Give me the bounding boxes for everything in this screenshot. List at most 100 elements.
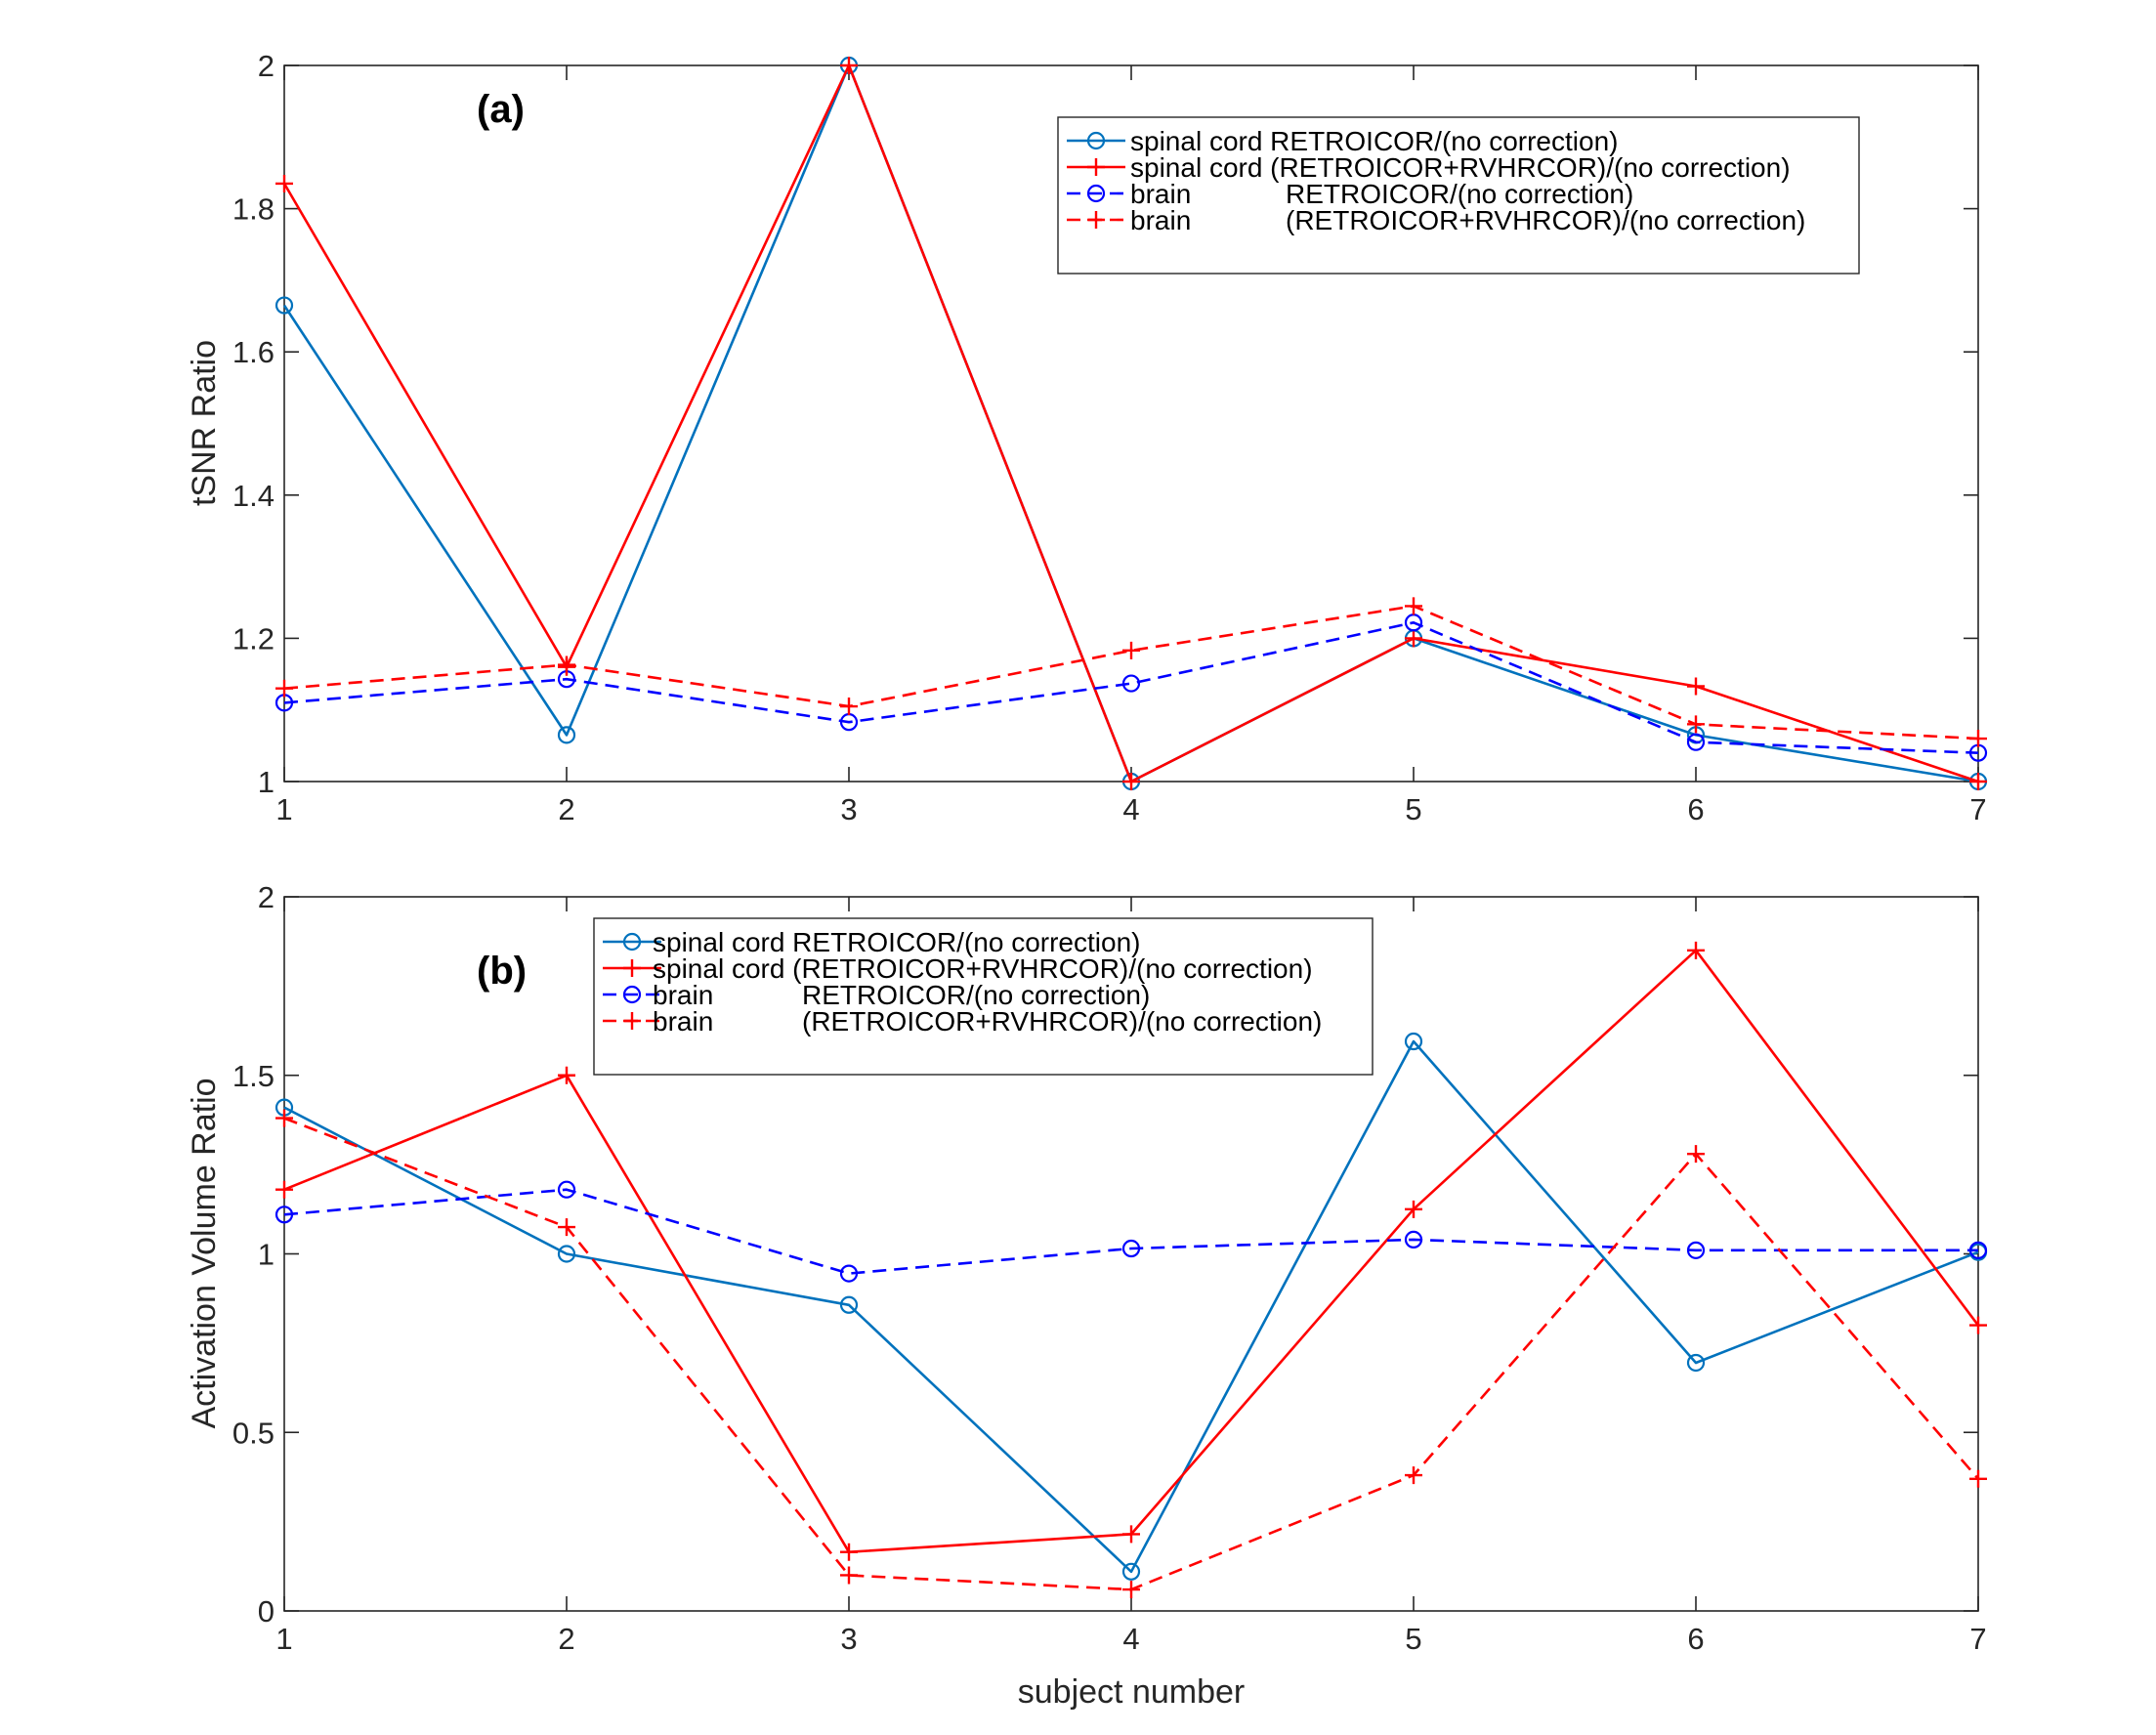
- panel-a-x-ticks: 1 2 3 4 5 6 7: [275, 65, 1987, 826]
- panel-a-series-2-point: [840, 57, 858, 74]
- panel-b-legend-box: [593, 917, 1374, 1076]
- panel-a-series-1-point: [275, 296, 294, 315]
- panel-b-series-1-point: [1404, 1032, 1423, 1051]
- panel-a-series-3-line: [283, 621, 1979, 754]
- panel-b-xtick-label: 4: [1122, 1622, 1139, 1656]
- panel-b-series-3-point: [1404, 1230, 1423, 1248]
- panel-b-ytick-label: 1.5: [233, 1059, 275, 1093]
- panel-b-series-1-point: [557, 1245, 576, 1263]
- panel-b-series-4-point: [1405, 1466, 1422, 1485]
- panel-b-legend-label-1: spinal cord RETROICOR/(no correction): [653, 927, 1140, 957]
- panel-a-xtick-label: 2: [558, 792, 574, 826]
- panel-a-ytick-label: 1.6: [233, 335, 275, 369]
- panel-a-series-3-point: [1121, 674, 1141, 693]
- panel-a-series-2-point: [1405, 629, 1422, 648]
- panel-b-series-3-line: [283, 1188, 1978, 1275]
- panel-b-series-1-point: [1686, 1353, 1706, 1373]
- panel-a-legend-marker-2: [1087, 158, 1105, 176]
- panel-b-series-3-point: [1968, 1241, 1988, 1259]
- panel-a: 1 1.2 1.4 1.6 1.8 2 1 2 3 4 5 6 7 (a) tSNR Ratio sp…: [186, 49, 1988, 826]
- panel-b-xtick-label: 3: [840, 1622, 857, 1656]
- panel-a-series-2-point: [1969, 773, 1987, 790]
- panel-b-series: [275, 941, 1988, 1599]
- panel-a-legend-label-3: brain: [1130, 179, 1191, 209]
- panel-b-label: (b): [477, 950, 527, 993]
- panel-b-x-axis-label: subject number: [1018, 1673, 1245, 1711]
- panel-a-xtick-label: 1: [275, 792, 292, 826]
- panel-a-series-4-point: [840, 698, 858, 716]
- panel-b-legend-marker-3: [622, 985, 642, 1004]
- panel-b-series-2-point: [1405, 1200, 1422, 1218]
- panel-a-series: [275, 56, 1988, 791]
- panel-a-ytick-label: 1.4: [233, 479, 275, 513]
- panel-b-legend: spinal cord RETROICOR/(no correction)spi…: [593, 917, 1374, 1076]
- panel-b-legend-label-3: brain: [653, 980, 713, 1010]
- panel-a-legend-marker-4: [1087, 211, 1105, 229]
- panel-b-legend-label-4: (RETROICOR+RVHRCOR)/(no correction): [802, 1006, 1322, 1037]
- panel-b-x-ticks: 1 2 3 4 5 6 7: [275, 897, 1987, 1656]
- panel-a-series-1-point: [557, 726, 576, 744]
- panel-a-series-4-point: [558, 656, 575, 674]
- panel-b-series-2-point: [1687, 941, 1705, 959]
- panel-b-legend-label-4: brain: [653, 1006, 713, 1037]
- panel-b-y-ticks: 0 0.5 1 1.5 2: [233, 880, 1978, 1629]
- panel-a-series-4-point: [275, 679, 293, 698]
- panel-b-series-2-point: [1969, 1316, 1987, 1334]
- panel-b-legend-marker-1: [622, 932, 642, 952]
- panel-a-ytick-label: 1: [258, 765, 275, 799]
- panel-b-series-3-point: [1121, 1239, 1141, 1258]
- panel-a-ytick-label: 1.8: [233, 192, 275, 227]
- panel-b: 0 0.5 1 1.5 2 1 2 3 4 5 6 7 (b) Activation Volume …: [186, 880, 1988, 1711]
- panel-a-series-4-point: [1405, 597, 1422, 615]
- panel-a-xtick-label: 5: [1405, 792, 1421, 826]
- panel-b-legend-label-3: RETROICOR/(no correction): [802, 980, 1150, 1010]
- panel-b-xtick-label: 5: [1405, 1622, 1421, 1656]
- panel-a-ytick-label: 1.2: [233, 621, 275, 656]
- panel-b-series-4-point: [1122, 1581, 1140, 1599]
- panel-a-label: (a): [477, 88, 525, 131]
- panel-a-series-4-point: [1122, 641, 1140, 659]
- panel-b-series-4-point: [558, 1218, 575, 1237]
- panel-b-series-4-point: [840, 1566, 858, 1585]
- panel-a-series-2-point: [1687, 677, 1705, 696]
- panel-a-legend-marker-3: [1086, 184, 1106, 203]
- panel-a-y-ticks: 1 1.2 1.4 1.6 1.8 2: [233, 49, 1978, 799]
- panel-b-y-axis-label: Activation Volume Ratio: [186, 1078, 223, 1428]
- panel-b-xtick-label: 7: [1969, 1622, 1986, 1656]
- panel-a-xtick-label: 4: [1122, 792, 1139, 826]
- panel-a-series-3-point: [1686, 733, 1706, 751]
- panel-b-series-3-point: [557, 1180, 576, 1199]
- panel-a-ytick-label: 2: [258, 49, 275, 83]
- panel-b-legend-marker-4: [623, 1012, 641, 1030]
- panel-b-ytick-label: 0.5: [233, 1416, 275, 1450]
- panel-b-xtick-label: 6: [1687, 1622, 1704, 1656]
- panel-b-series-2-point: [558, 1066, 575, 1084]
- panel-b-ytick-label: 1: [258, 1238, 275, 1272]
- panel-b-series-2-point: [840, 1543, 858, 1561]
- panel-a-legend-marker-1: [1086, 131, 1106, 150]
- panel-b-ytick-label: 2: [258, 880, 275, 914]
- panel-b-series-4-point: [1687, 1145, 1705, 1164]
- panel-a-series-2-point: [1122, 773, 1140, 790]
- panel-a-y-axis-label: tSNR Ratio: [186, 340, 223, 506]
- panel-b-series-2-point: [275, 1180, 293, 1199]
- panel-a-legend-label-1: spinal cord RETROICOR/(no correction): [1130, 126, 1618, 156]
- panel-b-legend-label-2: spinal cord (RETROICOR+RVHRCOR)/(no corr…: [653, 953, 1313, 984]
- panel-a-legend-box: [1057, 116, 1860, 275]
- panel-a-series-4-point: [1969, 730, 1987, 748]
- panel-b-ytick-label: 0: [258, 1594, 275, 1629]
- panel-b-xtick-label: 2: [558, 1622, 574, 1656]
- panel-a-legend: spinal cord RETROICOR/(no correction)spi…: [1057, 116, 1860, 275]
- panel-b-series-1-point: [839, 1295, 859, 1314]
- panel-b-xtick-label: 1: [275, 1622, 292, 1656]
- panel-b-series-2-point: [1122, 1525, 1140, 1544]
- panel-a-xtick-label: 3: [840, 792, 857, 826]
- panel-a-legend-label-4: (RETROICOR+RVHRCOR)/(no correction): [1286, 205, 1805, 235]
- panel-a-legend-label-2: spinal cord (RETROICOR+RVHRCOR)/(no corr…: [1130, 152, 1791, 183]
- panel-b-legend-marker-2: [623, 959, 641, 977]
- panel-b-series-1-line: [283, 1039, 1979, 1574]
- panel-a-legend-label-3: RETROICOR/(no correction): [1286, 179, 1633, 209]
- panel-a-xtick-label: 6: [1687, 792, 1704, 826]
